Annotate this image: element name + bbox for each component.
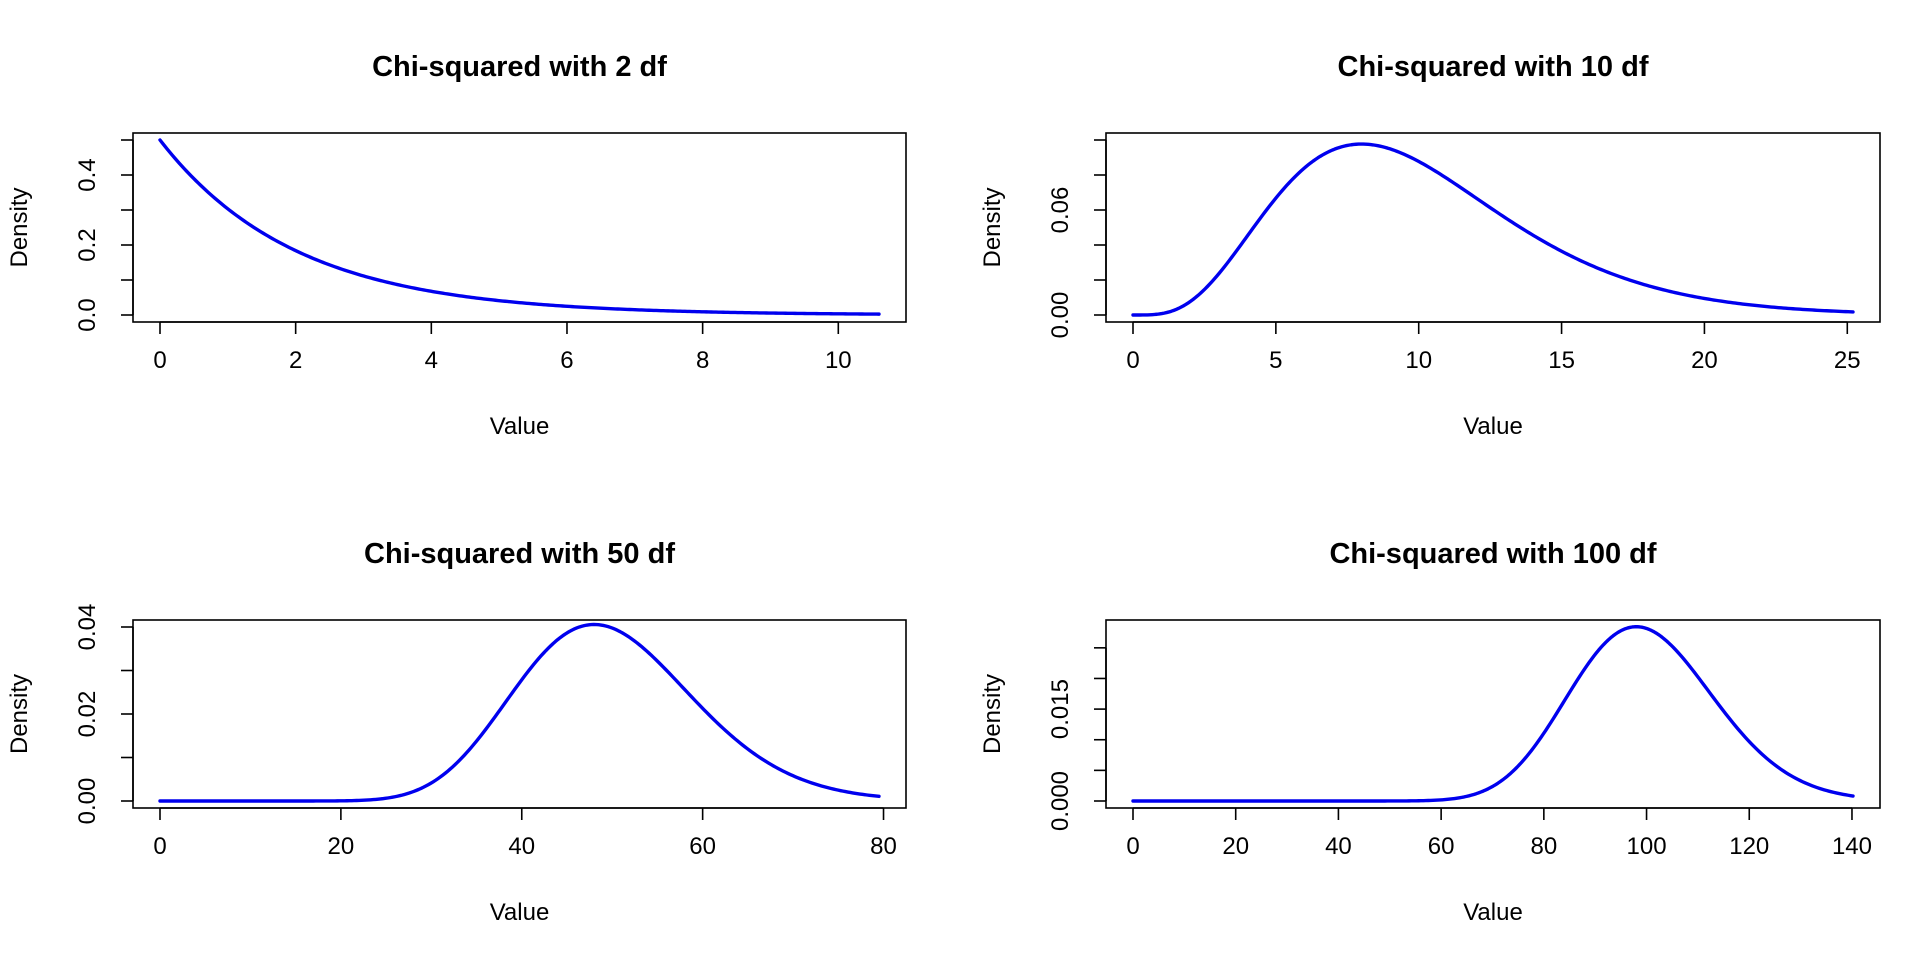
x-axis-label: Value — [1463, 899, 1523, 926]
x-tick-label: 20 — [1222, 833, 1249, 860]
x-tick-label: 80 — [1530, 833, 1557, 860]
x-tick-label: 0 — [1126, 833, 1139, 860]
x-tick-label: 140 — [1832, 833, 1872, 860]
density-curve — [160, 625, 879, 802]
y-tick-label: 0.0 — [74, 298, 101, 331]
y-axis-label: Density — [979, 674, 1006, 754]
x-tick-label: 60 — [689, 833, 716, 860]
x-tick-label: 40 — [1325, 833, 1352, 860]
x-tick-label: 8 — [696, 347, 709, 374]
x-tick-label: 20 — [1691, 347, 1718, 374]
density-curve — [160, 140, 879, 314]
x-tick-label: 60 — [1428, 833, 1455, 860]
y-tick-label: 0.4 — [74, 158, 101, 191]
x-axis-label: Value — [490, 899, 550, 926]
x-tick-label: 25 — [1834, 347, 1861, 374]
plot-frame — [133, 620, 906, 808]
x-axis-label: Value — [490, 413, 550, 440]
y-axis-label: Density — [6, 187, 33, 267]
x-tick-label: 6 — [560, 347, 573, 374]
density-curve — [1133, 144, 1853, 315]
x-tick-label: 10 — [825, 347, 852, 374]
y-tick-label: 0.06 — [1047, 187, 1074, 234]
x-axis-label: Value — [1463, 413, 1523, 440]
x-tick-label: 10 — [1405, 347, 1432, 374]
x-tick-label: 0 — [1126, 347, 1139, 374]
y-tick-label: 0.00 — [1047, 292, 1074, 339]
y-axis-label: Density — [979, 187, 1006, 267]
x-tick-label: 2 — [289, 347, 302, 374]
y-tick-label: 0.02 — [74, 691, 101, 738]
plot-frame — [133, 133, 906, 322]
y-tick-label: 0.04 — [74, 604, 101, 651]
x-tick-label: 15 — [1548, 347, 1575, 374]
chart-title: Chi-squared with 2 df — [372, 51, 667, 83]
x-tick-label: 0 — [153, 347, 166, 374]
x-tick-label: 40 — [508, 833, 535, 860]
chart-title: Chi-squared with 50 df — [364, 538, 675, 570]
x-tick-label: 80 — [870, 833, 897, 860]
density-curve — [1133, 627, 1853, 801]
y-axis-label: Density — [6, 674, 33, 754]
plot-frame — [1106, 133, 1880, 322]
y-tick-label: 0.000 — [1047, 771, 1074, 831]
x-tick-label: 0 — [153, 833, 166, 860]
chart-title: Chi-squared with 10 df — [1338, 51, 1649, 83]
x-tick-label: 100 — [1627, 833, 1667, 860]
x-tick-label: 20 — [328, 833, 355, 860]
y-tick-label: 0.00 — [74, 778, 101, 825]
y-tick-label: 0.015 — [1047, 679, 1074, 739]
plot-frame — [1106, 620, 1880, 808]
chart-title: Chi-squared with 100 df — [1329, 538, 1656, 570]
x-tick-label: 5 — [1269, 347, 1282, 374]
x-tick-label: 4 — [425, 347, 438, 374]
x-tick-label: 120 — [1729, 833, 1769, 860]
y-tick-label: 0.2 — [74, 228, 101, 261]
